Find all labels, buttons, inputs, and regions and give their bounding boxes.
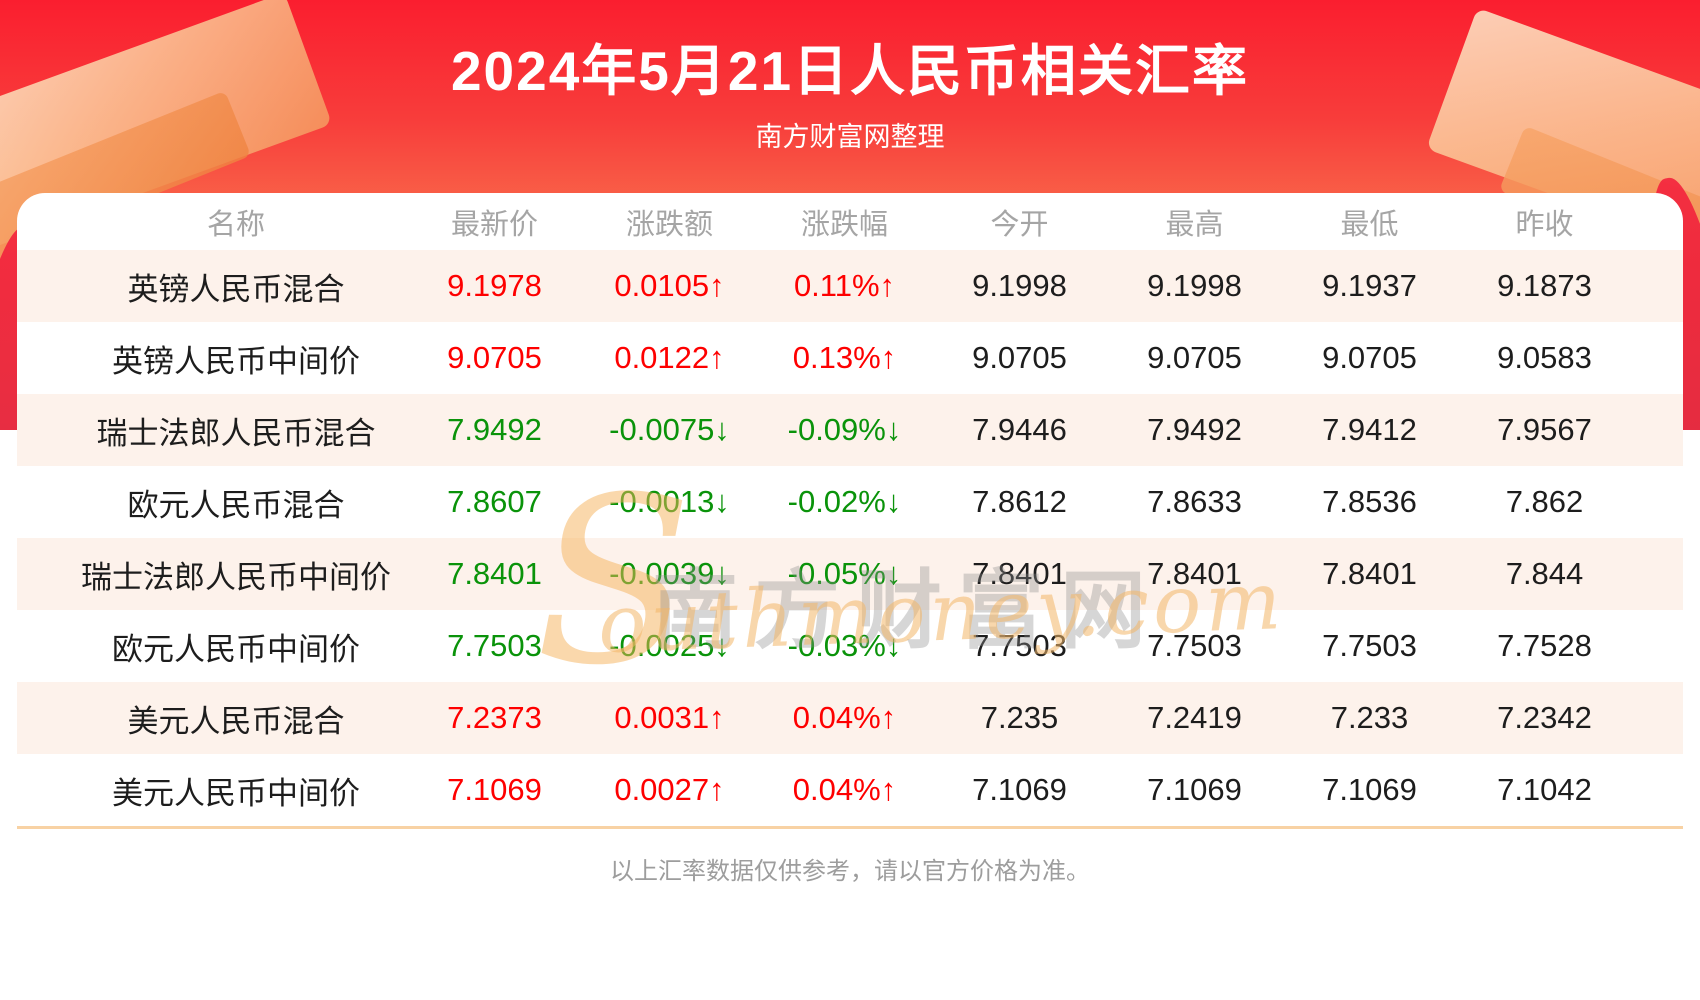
previous-close-price: 7.2342 bbox=[1497, 700, 1592, 735]
high-price: 7.8633 bbox=[1147, 484, 1242, 519]
disclaimer-note: 以上汇率数据仅供参考，请以官方价格为准。 bbox=[610, 858, 1090, 885]
low-price: 7.9412 bbox=[1322, 412, 1417, 447]
change-percent: -0.05%↓ bbox=[787, 556, 902, 591]
change-amount: -0.0013↓ bbox=[609, 484, 730, 519]
latest-price: 7.8607 bbox=[447, 484, 542, 519]
column-header: 昨收 bbox=[1515, 208, 1574, 241]
change-percent: -0.09%↓ bbox=[787, 412, 902, 447]
change-amount: 0.0027↑ bbox=[614, 772, 725, 807]
change-amount: -0.0025↓ bbox=[609, 628, 730, 663]
change-percent: -0.03%↓ bbox=[787, 628, 902, 663]
low-price: 7.8401 bbox=[1322, 556, 1417, 591]
page-subtitle: 南方财富网整理 bbox=[755, 122, 945, 152]
table-row: 英镑人民币中间价 9.0705 0.0122↑ 0.13%↑ 9.0705 9.0705 9… bbox=[17, 322, 1683, 394]
table-row: 欧元人民币混合 7.8607 -0.0013↓ -0.02%↓ 7.8612 7.8633… bbox=[17, 466, 1683, 538]
open-price: 7.235 bbox=[980, 700, 1059, 735]
open-price: 7.8612 bbox=[972, 484, 1067, 519]
high-price: 7.1069 bbox=[1147, 772, 1242, 807]
rates-table-body: 英镑人民币混合 9.1978 0.0105↑ 0.11%↑ 9.1998 9.1998 9.… bbox=[17, 250, 1683, 826]
latest-price: 7.7503 bbox=[447, 628, 542, 663]
previous-close-price: 7.9567 bbox=[1497, 412, 1592, 447]
column-header: 最低 bbox=[1340, 208, 1399, 241]
change-percent: 0.04%↑ bbox=[792, 700, 897, 735]
table-row: 欧元人民币中间价 7.7503 -0.0025↓ -0.03%↓ 7.7503 7.750… bbox=[17, 610, 1683, 682]
column-header: 今开 bbox=[990, 208, 1049, 241]
change-amount: 0.0031↑ bbox=[614, 700, 725, 735]
low-price: 9.1937 bbox=[1322, 268, 1417, 303]
open-price: 7.9446 bbox=[972, 412, 1067, 447]
currency-pair-name: 瑞士法郎人民币混合 bbox=[96, 415, 376, 451]
table-row: 美元人民币中间价 7.1069 0.0027↑ 0.04%↑ 7.1069 7.1069 7… bbox=[17, 754, 1683, 826]
previous-close-price: 7.1042 bbox=[1497, 772, 1592, 807]
column-header: 涨跌额 bbox=[625, 208, 713, 241]
currency-pair-name: 美元人民币混合 bbox=[127, 703, 345, 739]
high-price: 7.9492 bbox=[1147, 412, 1242, 447]
low-price: 7.8536 bbox=[1322, 484, 1417, 519]
latest-price: 7.9492 bbox=[447, 412, 542, 447]
previous-close-price: 7.7528 bbox=[1497, 628, 1592, 663]
latest-price: 9.1978 bbox=[447, 268, 542, 303]
column-header: 名称 bbox=[206, 208, 265, 241]
page-title: 2024年5月21日人民币相关汇率 bbox=[450, 40, 1250, 102]
currency-pair-name: 欧元人民币中间价 bbox=[112, 631, 360, 667]
latest-price: 7.8401 bbox=[447, 556, 542, 591]
table-row: 瑞士法郎人民币混合 7.9492 -0.0075↓ -0.09%↓ 7.9446 7.94… bbox=[17, 394, 1683, 466]
low-price: 7.7503 bbox=[1322, 628, 1417, 663]
currency-pair-name: 英镑人民币混合 bbox=[127, 271, 345, 307]
rates-card: 名称 最新价 涨跌额 涨跌幅 今开 最高 最低 昨收 英镑人民币混合 9.1978 0.0105↑… bbox=[17, 193, 1683, 1000]
open-price: 9.0705 bbox=[972, 340, 1067, 375]
change-amount: 0.0105↑ bbox=[614, 268, 725, 303]
latest-price: 7.2373 bbox=[447, 700, 542, 735]
high-price: 9.1998 bbox=[1147, 268, 1242, 303]
change-amount: -0.0075↓ bbox=[609, 412, 730, 447]
previous-close-price: 7.844 bbox=[1505, 556, 1584, 591]
previous-close-price: 7.862 bbox=[1505, 484, 1584, 519]
change-percent: 0.11%↑ bbox=[793, 268, 896, 303]
high-price: 9.0705 bbox=[1147, 340, 1242, 375]
column-header: 最高 bbox=[1165, 208, 1224, 241]
low-price: 9.0705 bbox=[1322, 340, 1417, 375]
open-price: 7.7503 bbox=[972, 628, 1067, 663]
currency-pair-name: 英镑人民币中间价 bbox=[112, 343, 360, 379]
change-percent: 0.04%↑ bbox=[792, 772, 897, 807]
table-row: 英镑人民币混合 9.1978 0.0105↑ 0.11%↑ 9.1998 9.1998 9.… bbox=[17, 250, 1683, 322]
high-price: 7.8401 bbox=[1147, 556, 1242, 591]
latest-price: 9.0705 bbox=[447, 340, 542, 375]
low-price: 7.1069 bbox=[1322, 772, 1417, 807]
previous-close-price: 9.0583 bbox=[1497, 340, 1592, 375]
change-percent: -0.02%↓ bbox=[787, 484, 902, 519]
footer-divider bbox=[17, 826, 1683, 829]
change-percent: 0.13%↑ bbox=[792, 340, 897, 375]
previous-close-price: 9.1873 bbox=[1497, 268, 1592, 303]
open-price: 7.8401 bbox=[972, 556, 1067, 591]
currency-pair-name: 欧元人民币混合 bbox=[127, 487, 345, 523]
high-price: 7.2419 bbox=[1147, 700, 1242, 735]
high-price: 7.7503 bbox=[1147, 628, 1242, 663]
currency-pair-name: 瑞士法郎人民币中间价 bbox=[81, 559, 391, 595]
column-header: 涨跌幅 bbox=[800, 208, 888, 241]
table-row: 瑞士法郎人民币中间价 7.8401 -0.0039↓ -0.05%↓ 7.8401 7.8… bbox=[17, 538, 1683, 610]
latest-price: 7.1069 bbox=[447, 772, 542, 807]
change-amount: -0.0039↓ bbox=[609, 556, 730, 591]
change-amount: 0.0122↑ bbox=[614, 340, 725, 375]
open-price: 7.1069 bbox=[972, 772, 1067, 807]
low-price: 7.233 bbox=[1330, 700, 1409, 735]
currency-pair-name: 美元人民币中间价 bbox=[112, 775, 360, 811]
table-row: 美元人民币混合 7.2373 0.0031↑ 0.04%↑ 7.235 7.2419 7.2… bbox=[17, 682, 1683, 754]
table-header-row: 名称 最新价 涨跌额 涨跌幅 今开 最高 最低 昨收 bbox=[17, 193, 1683, 250]
column-header: 最新价 bbox=[450, 208, 538, 241]
open-price: 9.1998 bbox=[972, 268, 1067, 303]
